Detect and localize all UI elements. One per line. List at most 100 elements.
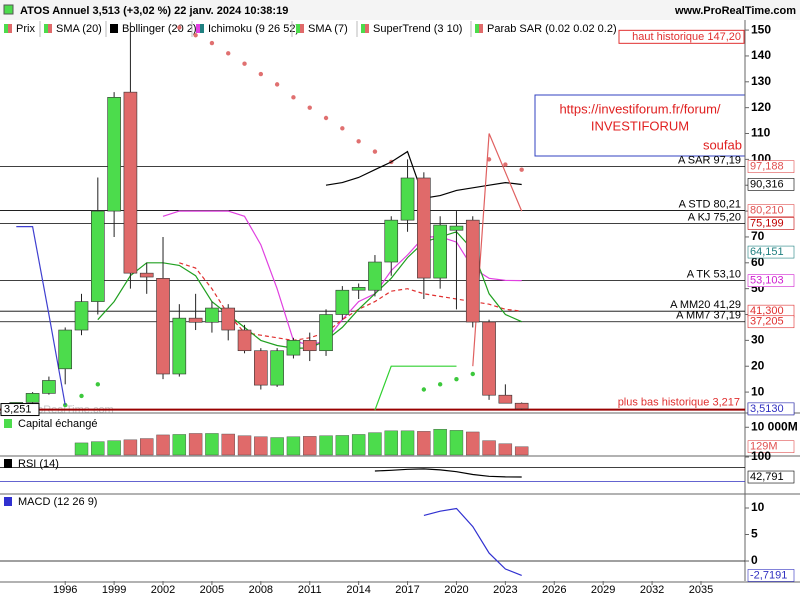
- panel-title: Capital échangé: [18, 418, 98, 430]
- sar-dot: [421, 387, 427, 392]
- volume-bar: [449, 430, 464, 456]
- price-tag-box: [747, 315, 795, 329]
- candle-body: [351, 287, 366, 291]
- legend-swatch: [365, 24, 369, 33]
- panel-title: RSI (14): [18, 458, 59, 470]
- sar-dot: [242, 61, 247, 66]
- candle-body: [172, 317, 187, 375]
- sar-dot: [372, 149, 378, 154]
- header-title: ATOS Annuel 3,513 (+3,02 %) 22 janv. 202…: [20, 5, 288, 17]
- sar-dot: [193, 33, 198, 38]
- volume-bar: [303, 436, 317, 456]
- note-line: https://investiforum.fr/forum/: [559, 101, 720, 116]
- price-tag: 97,188: [750, 161, 784, 173]
- candle-body: [74, 301, 89, 331]
- price-tag-box: [747, 204, 795, 217]
- candle-body: [123, 91, 138, 274]
- candle-body: [433, 224, 447, 279]
- legend-swatch: [475, 24, 479, 33]
- price-tag-box: [747, 440, 795, 453]
- x-tick-label: 2005: [200, 584, 224, 596]
- y-tick-label: 0: [751, 553, 758, 567]
- volume-bar: [237, 435, 252, 456]
- candle-body: [335, 289, 350, 315]
- legend-label: SuperTrend (3 10): [373, 23, 462, 35]
- low-label: plus bas historique 3,217: [618, 397, 740, 409]
- volume-bar: [368, 432, 382, 456]
- sar-dot: [307, 105, 312, 110]
- y-tick-label: 130: [751, 74, 771, 88]
- candle-body: [286, 340, 301, 356]
- sar-dot: [323, 115, 329, 121]
- x-tick-label: 2002: [151, 584, 175, 596]
- y-tick-label: 70: [751, 229, 765, 243]
- volume-bar: [319, 435, 333, 456]
- sar-dot: [79, 393, 84, 399]
- candle-body: [221, 307, 236, 331]
- high-label: haut historique 147,20: [632, 31, 741, 43]
- candle-body: [139, 272, 154, 278]
- price-tag: 75,199: [750, 217, 784, 229]
- x-tick-label: 2011: [298, 584, 322, 596]
- note-author: soufab: [703, 137, 742, 152]
- price-tag-box: [747, 217, 795, 230]
- x-tick-label: 2008: [249, 584, 273, 596]
- y-tick-label: 140: [751, 48, 771, 62]
- price-tag-box: [747, 402, 795, 416]
- price-tag: 37,205: [750, 316, 784, 328]
- legend-swatch: [200, 24, 204, 33]
- y-tick-label: 30: [751, 333, 765, 347]
- volume-bar: [466, 431, 480, 456]
- candle-body: [384, 219, 399, 263]
- candle-body: [498, 394, 513, 404]
- panel-swatch: [4, 419, 12, 428]
- y-tick-label: 10 000M: [751, 419, 798, 433]
- sar-dot: [291, 95, 296, 100]
- candle-body: [270, 350, 284, 386]
- candle-body: [417, 177, 431, 279]
- volume-bar: [123, 439, 138, 456]
- volume-bar: [400, 430, 415, 456]
- indicator-line: [472, 133, 523, 367]
- x-tick-label: 2020: [444, 584, 468, 596]
- price-tag: 80,210: [750, 204, 784, 216]
- volume-bar: [335, 435, 350, 456]
- legend-swatch: [4, 24, 8, 33]
- candle-body: [156, 278, 170, 375]
- volume-bar: [384, 430, 398, 456]
- sar-dot: [177, 25, 182, 30]
- price-tag: 3,5130: [750, 403, 784, 415]
- price-tag: 41,300: [750, 305, 784, 317]
- sar-dot: [258, 71, 264, 77]
- legend-swatch: [114, 24, 118, 33]
- volume-bar: [417, 431, 431, 456]
- volume-bar: [221, 433, 235, 456]
- candle-body: [237, 329, 252, 352]
- price-tag: 129M: [750, 441, 778, 453]
- candle-body: [465, 219, 480, 323]
- volume-bar: [498, 443, 513, 456]
- panel-swatch: [4, 497, 12, 506]
- volume-bar: [270, 437, 284, 456]
- price-tag: 53,103: [750, 275, 784, 287]
- x-tick-label: 2014: [346, 584, 370, 596]
- indicator-line: [179, 262, 522, 342]
- volume-bar: [254, 436, 268, 456]
- legend-swatch: [296, 24, 300, 33]
- y-tick-label: 150: [751, 22, 771, 36]
- high-label-box: [618, 29, 745, 44]
- volume-bar: [286, 436, 301, 456]
- sar-dot: [209, 40, 215, 46]
- sar-dot: [340, 126, 345, 131]
- candle-body: [58, 329, 73, 370]
- header-icon: [3, 4, 14, 15]
- price-tag: 42,791: [750, 471, 784, 483]
- x-tick-label: 1999: [102, 584, 126, 596]
- candle-body: [188, 317, 203, 323]
- x-tick-label: 1996: [53, 584, 77, 596]
- y-tick-label: 10: [751, 384, 765, 398]
- panel-swatch: [4, 459, 12, 468]
- left-tag-box: [0, 403, 40, 417]
- indicator-line: [16, 226, 66, 406]
